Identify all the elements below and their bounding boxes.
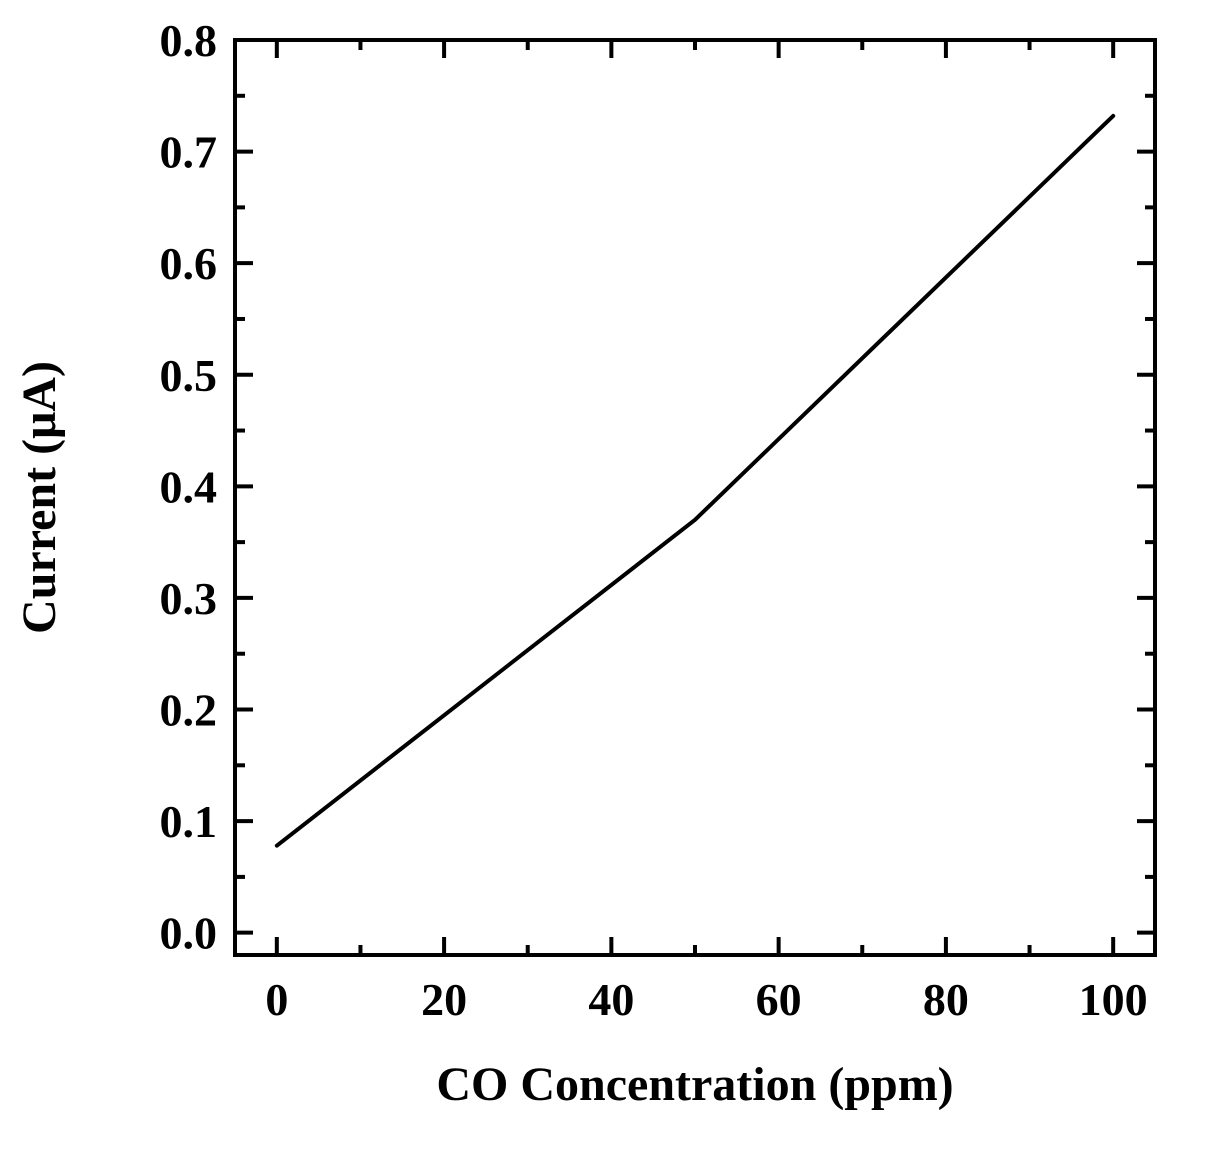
- x-tick-label: 20: [421, 974, 467, 1025]
- x-tick-label: 60: [756, 974, 802, 1025]
- y-tick-label: 0.6: [160, 238, 218, 289]
- y-axis-title: Current (μA): [13, 361, 66, 634]
- x-tick-label: 80: [923, 974, 969, 1025]
- x-tick-label: 40: [588, 974, 634, 1025]
- y-tick-label: 0.2: [160, 685, 218, 736]
- y-tick-label: 0.7: [160, 127, 218, 178]
- y-tick-label: 0.4: [160, 461, 218, 512]
- y-tick-label: 0.5: [160, 350, 218, 401]
- y-tick-label: 0.0: [160, 908, 218, 959]
- line-chart: 0 20 40 60 80 100 0.0 0.1 0.2 0.3 0.4 0.5 0.6 0.7 0.8 C…: [0, 0, 1212, 1164]
- chart-container: 0 20 40 60 80 100 0.0 0.1 0.2 0.3 0.4 0.5 0.6 0.7 0.8 C…: [0, 0, 1212, 1164]
- x-tick-label: 100: [1079, 974, 1148, 1025]
- x-tick-label: 0: [265, 974, 288, 1025]
- y-tick-label: 0.1: [160, 796, 218, 847]
- y-tick-label: 0.8: [160, 15, 218, 66]
- x-axis-title: CO Concentration (ppm): [436, 1058, 953, 1111]
- y-tick-label: 0.3: [160, 573, 218, 624]
